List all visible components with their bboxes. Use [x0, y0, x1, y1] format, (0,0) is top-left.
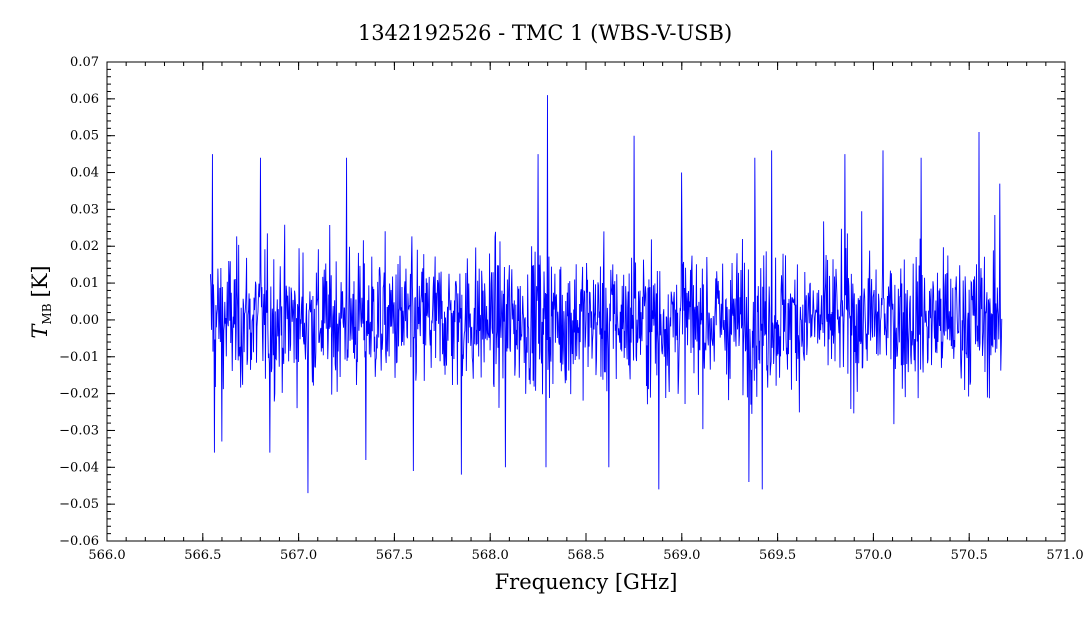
x-tick-label: 570.0 [855, 548, 892, 563]
ticks-layer: 566.0 566.5 567.0 567.5 568.0 568.5 569.0 569.5… [59, 55, 1083, 563]
y-axis-label-sub: MB [40, 303, 54, 324]
y-tick-label: −0.02 [59, 387, 99, 402]
x-tick-label: 569.5 [759, 548, 796, 563]
y-tick-label: −0.06 [59, 534, 99, 549]
y-tick-label: 0.02 [70, 239, 99, 254]
y-tick-label: 0.03 [70, 202, 99, 217]
y-tick-label: 0.01 [70, 276, 99, 291]
y-tick-label: 0.06 [70, 92, 99, 107]
y-tick-label: 0.00 [70, 313, 99, 328]
x-tick-label: 567.5 [376, 548, 413, 563]
y-tick-label: 0.04 [70, 166, 99, 181]
y-tick-label: −0.03 [59, 423, 99, 438]
y-tick-label: 0.07 [70, 55, 99, 70]
y-axis-label-main: T [28, 323, 52, 339]
x-tick-label: 567.0 [280, 548, 317, 563]
x-tick-label: 566.0 [88, 548, 125, 563]
series-layer [210, 95, 1003, 494]
y-tick-label: −0.04 [59, 460, 99, 475]
y-tick-label: −0.01 [59, 350, 99, 365]
x-tick-label: 568.5 [567, 548, 604, 563]
x-tick-label: 566.5 [184, 548, 221, 563]
y-tick-label: −0.05 [59, 497, 99, 512]
x-axis-label: Frequency [GHz] [495, 570, 678, 594]
x-tick-label: 571.0 [1046, 548, 1083, 563]
y-axis-label-unit: [K] [28, 265, 52, 297]
svg-text:TMB[K]: TMB [K] [28, 265, 54, 338]
spectrum-series-line [210, 95, 1003, 494]
chart-title: 1342192526 - TMC 1 (WBS-V-USB) [358, 21, 732, 45]
x-tick-label: 569.0 [663, 548, 700, 563]
x-tick-label: 568.0 [472, 548, 509, 563]
x-tick-label: 570.5 [951, 548, 988, 563]
y-axis-label: TMB [K] [28, 265, 54, 338]
y-tick-label: 0.05 [70, 129, 99, 144]
